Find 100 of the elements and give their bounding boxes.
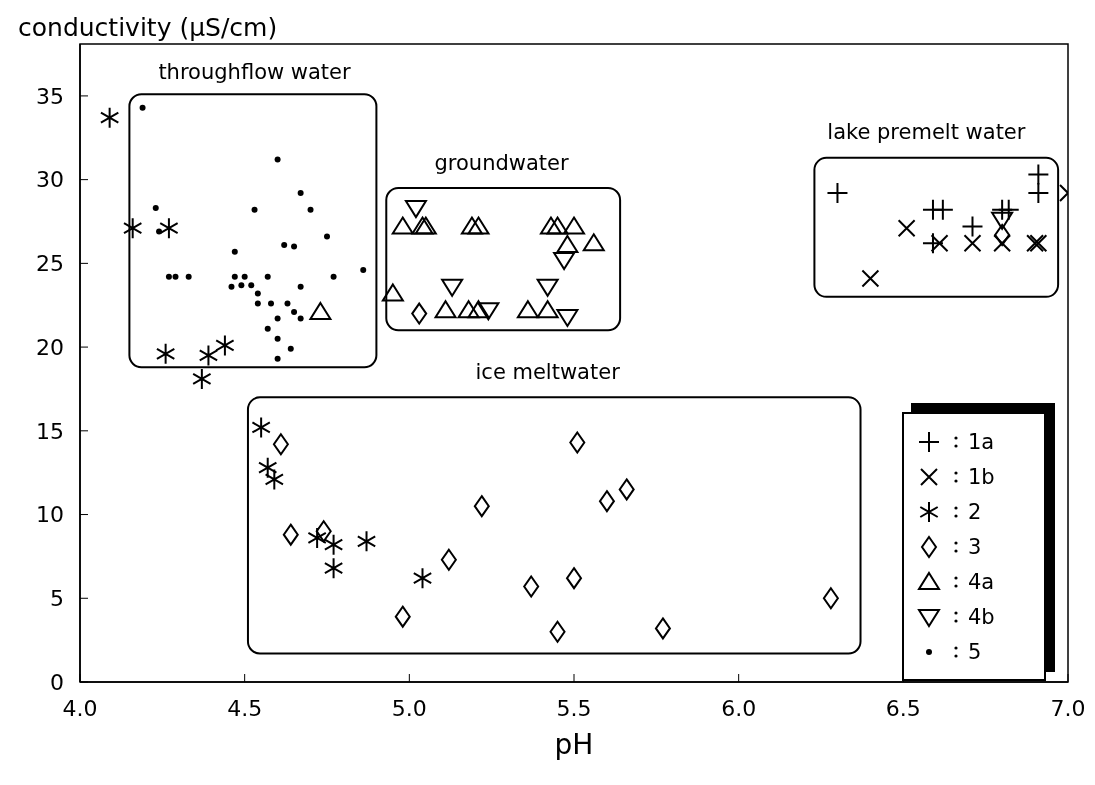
point	[441, 278, 464, 297]
point	[228, 283, 235, 290]
point	[1027, 163, 1050, 186]
point	[99, 106, 120, 129]
point	[556, 308, 579, 327]
y-tick-label: 0	[50, 669, 64, 695]
point	[861, 269, 880, 288]
point	[323, 557, 344, 580]
annotation: ice meltwater	[475, 359, 621, 384]
point	[930, 234, 949, 253]
point	[539, 216, 562, 235]
point	[993, 234, 1012, 253]
x-axis-title: pH	[554, 728, 594, 761]
point	[152, 205, 159, 212]
y-tick-label: 35	[36, 83, 64, 109]
point	[536, 278, 559, 297]
point	[274, 156, 281, 163]
point	[297, 283, 304, 290]
point	[536, 300, 559, 319]
point	[330, 273, 337, 280]
point	[165, 273, 172, 280]
point	[324, 233, 330, 240]
x-tick-label: 4.0	[62, 695, 98, 721]
point	[231, 273, 238, 280]
point	[155, 342, 176, 365]
y-tick-label: 30	[36, 167, 64, 193]
point	[473, 495, 490, 518]
point	[309, 301, 332, 320]
point	[440, 548, 457, 571]
point	[287, 345, 294, 352]
point	[192, 367, 212, 390]
annotation: groundwater	[434, 150, 569, 175]
point	[274, 355, 281, 362]
point	[282, 523, 299, 546]
point	[994, 223, 1011, 246]
x-tick-label: 6.0	[721, 695, 757, 721]
point	[460, 216, 483, 235]
point	[307, 206, 314, 213]
point	[563, 216, 585, 235]
point	[394, 605, 411, 628]
legend-label: 4b	[968, 604, 995, 629]
point	[272, 433, 289, 456]
y-axis-title: conductivity (µS/cm)	[18, 13, 278, 42]
point	[156, 228, 163, 235]
point	[997, 198, 1020, 221]
point	[360, 267, 367, 274]
x-tick-label: 7.0	[1050, 695, 1086, 721]
point	[254, 290, 261, 297]
point	[268, 300, 275, 307]
y-tick-label: 5	[50, 586, 64, 612]
point	[826, 182, 849, 205]
legend-label: 2	[968, 499, 982, 524]
point	[931, 198, 954, 221]
point	[546, 216, 569, 235]
point	[391, 216, 414, 235]
y-tick-label: 20	[36, 334, 64, 360]
point	[582, 233, 605, 252]
point	[291, 308, 298, 315]
point	[297, 190, 304, 197]
point	[323, 533, 344, 556]
point	[897, 219, 916, 238]
point	[198, 344, 219, 367]
point	[457, 300, 480, 319]
point	[467, 300, 490, 319]
point	[921, 232, 944, 255]
point	[264, 273, 271, 280]
point	[1027, 182, 1050, 205]
point	[291, 243, 298, 250]
point	[139, 104, 146, 111]
point	[569, 431, 586, 454]
point	[258, 456, 278, 479]
x-tick-label: 4.5	[227, 695, 263, 721]
point	[477, 302, 500, 321]
point	[284, 300, 291, 307]
y-tick-label: 25	[36, 251, 64, 277]
y-tick-label: 15	[36, 418, 64, 444]
point	[381, 283, 404, 302]
point	[404, 200, 427, 219]
point	[185, 273, 192, 280]
point	[274, 315, 281, 322]
y-tick-label: 10	[36, 502, 64, 528]
point	[467, 216, 490, 235]
point	[122, 217, 143, 240]
point	[281, 241, 288, 248]
point	[556, 234, 579, 253]
annotation: lake premelt water	[827, 120, 1026, 145]
point	[618, 478, 635, 501]
point	[963, 234, 982, 253]
point	[251, 416, 271, 439]
point	[549, 620, 566, 643]
annotation: throughflow water	[158, 60, 352, 85]
point	[822, 587, 839, 610]
point	[251, 206, 258, 213]
x-tick-label: 6.5	[885, 695, 921, 721]
point	[274, 335, 281, 342]
point	[264, 468, 285, 491]
point	[215, 334, 235, 357]
legend-label: 3	[968, 534, 982, 559]
point	[254, 300, 261, 307]
point	[356, 530, 377, 553]
